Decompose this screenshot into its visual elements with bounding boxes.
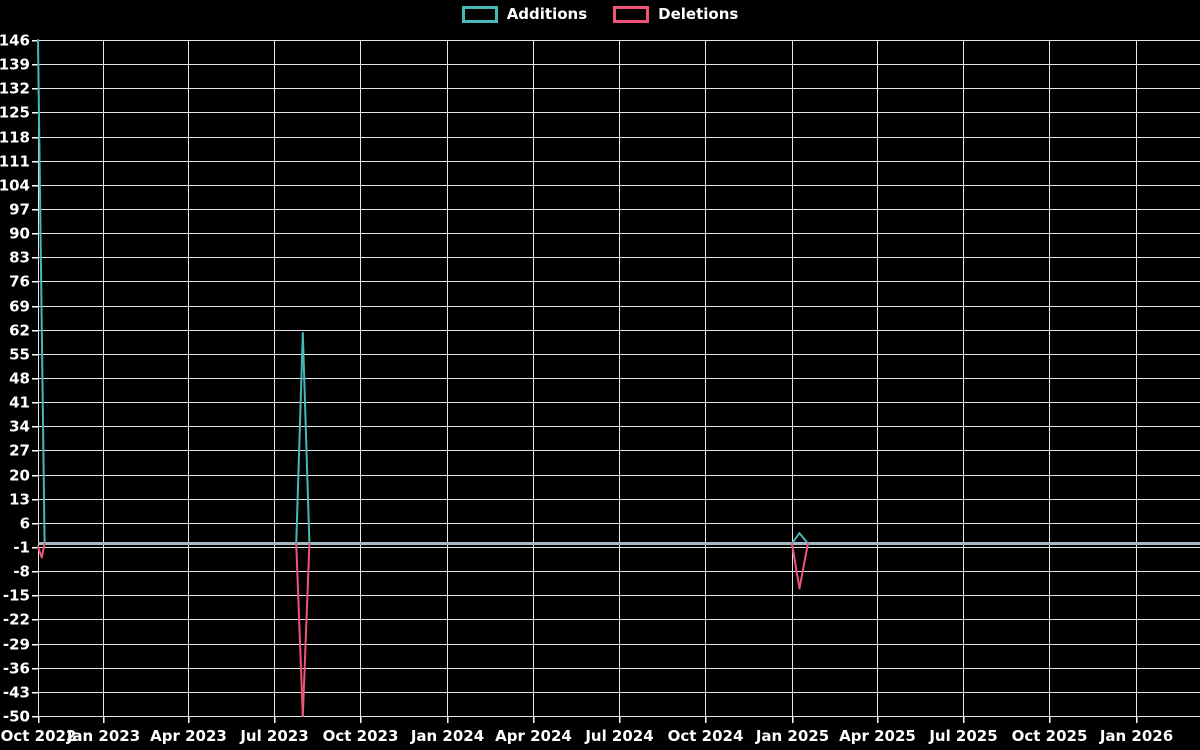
y-axis-tick-label: 69 xyxy=(9,298,30,316)
y-axis-tick-label: 13 xyxy=(9,491,30,509)
y-axis-tick-label: -29 xyxy=(3,636,30,654)
deletions-line-segment xyxy=(295,542,304,717)
y-axis-tick-label: 48 xyxy=(9,370,30,388)
y-axis-tick-label: 20 xyxy=(9,467,30,485)
x-axis-tick-label: Apr 2025 xyxy=(839,727,916,745)
y-axis-tick-label: 132 xyxy=(0,80,30,98)
y-axis-tick-label: 41 xyxy=(9,394,30,412)
y-axis-tick-label: 55 xyxy=(9,346,30,364)
x-axis-tick-label: Jan 2023 xyxy=(66,727,140,745)
deletions-line-segment xyxy=(790,542,801,590)
x-axis-tick-label: Oct 2023 xyxy=(323,727,399,745)
x-axis-tick-label: Jul 2024 xyxy=(584,727,653,745)
y-axis-tick-label: 118 xyxy=(0,129,30,147)
x-axis-tick-label: Apr 2024 xyxy=(495,727,572,745)
y-axis-tick-label: 62 xyxy=(9,322,30,340)
additions-line-segment xyxy=(295,332,304,545)
y-axis-tick-label: 146 xyxy=(0,32,30,50)
x-axis-tick-label: Jan 2026 xyxy=(1099,727,1173,745)
y-axis-tick-label: 34 xyxy=(9,418,30,436)
y-axis-tick-label: 27 xyxy=(9,442,30,460)
additions-line-segment xyxy=(37,39,46,545)
y-axis-tick-label: 97 xyxy=(9,201,30,219)
y-axis-tick-label: -1 xyxy=(13,539,30,557)
y-axis-tick-label: 76 xyxy=(9,273,30,291)
additions-line-segment xyxy=(301,332,311,545)
y-axis-tick-label: 111 xyxy=(0,153,30,171)
additions-line-segment xyxy=(798,532,809,545)
y-axis-tick-label: 90 xyxy=(9,225,30,243)
y-axis-tick-label: 83 xyxy=(9,249,30,267)
x-axis-tick-label: Jul 2023 xyxy=(239,727,308,745)
y-axis-tick-label: 139 xyxy=(0,56,30,74)
x-axis-tick-label: Oct 2025 xyxy=(1012,727,1088,745)
y-axis-tick-label: 125 xyxy=(0,104,30,122)
deletions-line-segment xyxy=(798,542,809,590)
x-axis-tick-label: Jan 2025 xyxy=(755,727,829,745)
deletions-line-segment xyxy=(40,542,46,559)
y-axis-tick-label: -22 xyxy=(3,611,30,629)
additions-line-segment xyxy=(790,532,801,545)
y-axis-tick-label: 104 xyxy=(0,177,30,195)
x-axis-tick-label: Jan 2024 xyxy=(410,727,484,745)
x-axis-tick-label: Oct 2022 xyxy=(1,727,77,745)
y-axis-tick-label: 6 xyxy=(20,515,30,533)
y-axis-tick-label: -15 xyxy=(3,587,30,605)
x-axis-tick-label: Apr 2023 xyxy=(150,727,227,745)
x-axis-tick-label: Jul 2025 xyxy=(928,727,997,745)
y-axis-tick-label: -8 xyxy=(13,563,30,581)
y-axis-tick-label: -36 xyxy=(3,660,30,678)
y-axis-tick-label: -50 xyxy=(3,708,30,726)
x-axis-tick-label: Oct 2024 xyxy=(668,727,744,745)
deletions-line-segment xyxy=(301,542,311,717)
y-axis-tick-label: -43 xyxy=(3,684,30,702)
